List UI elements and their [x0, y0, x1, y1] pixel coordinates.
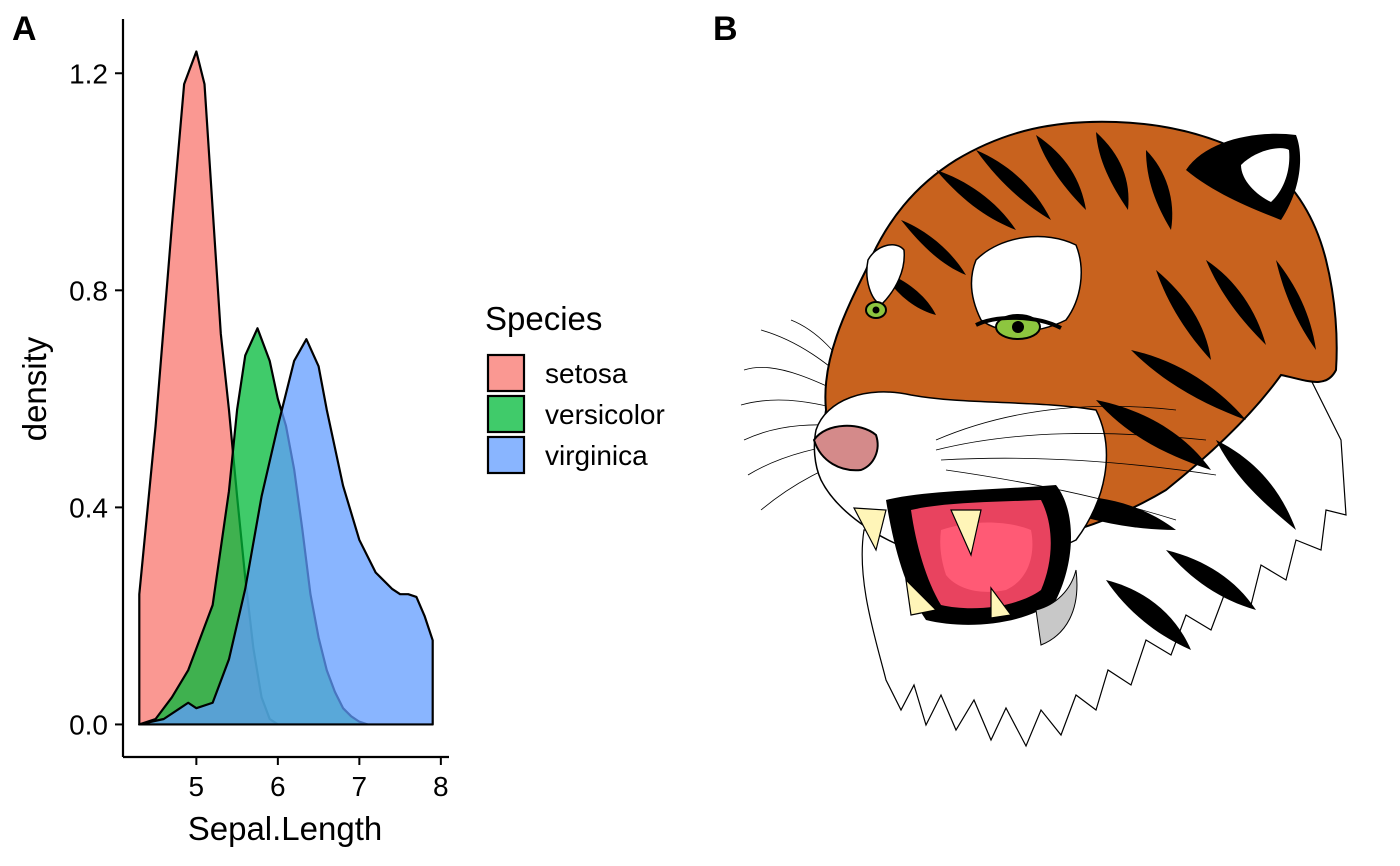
tiger-tongue: [940, 522, 1033, 592]
x-tick-label: 7: [352, 771, 368, 802]
y-tick-label: 1.2: [69, 58, 108, 89]
legend-title: Species: [485, 300, 602, 337]
x-tick-label: 5: [189, 771, 205, 802]
tiger-eye-right: [975, 314, 1062, 340]
y-ticks: 0.0 0.4 0.8 1.2: [69, 58, 123, 740]
tiger-ear-inner: [1241, 148, 1290, 202]
x-ticks: 5 6 7 8: [189, 757, 449, 802]
legend-swatch-virginica: [486, 435, 526, 475]
y-tick-label: 0.0: [69, 709, 108, 740]
x-tick-label: 8: [433, 771, 449, 802]
chart-axes: 5 6 7 8 0.0 0.4 0.8 1.2 Sepal.Length density: [16, 19, 449, 847]
legend-swatch-setosa: [486, 353, 526, 393]
density-area-virginica: [138, 338, 434, 726]
panel-label-b: B: [713, 10, 738, 48]
tiger-ruff: [861, 359, 1347, 748]
legend-items: setosa versicolor virginica: [486, 353, 665, 475]
legend-swatch-versicolor: [486, 394, 526, 434]
tiger-eye-patch-right: [970, 235, 1082, 332]
tiger-head-illustration: [740, 120, 1347, 748]
tiger-jaw-shadow: [1035, 569, 1078, 646]
legend: Species setosa versicolor virginica: [485, 300, 665, 475]
x-axis-title: Sepal.Length: [188, 810, 383, 847]
tiger-whiskers-right: [935, 405, 1217, 521]
y-axis-title: density: [16, 336, 53, 441]
x-tick-label: 6: [270, 771, 286, 802]
legend-label-versicolor: versicolor: [545, 399, 665, 430]
y-tick-label: 0.4: [69, 492, 108, 523]
panel-label-a: A: [12, 10, 37, 48]
density-areas: [138, 50, 434, 726]
tiger-eye-patch-left: [866, 244, 905, 306]
tiger-eye-left: [865, 301, 887, 319]
tiger-nose: [812, 424, 879, 472]
y-tick-label: 0.8: [69, 275, 108, 306]
legend-label-virginica: virginica: [545, 440, 648, 471]
legend-label-setosa: setosa: [545, 358, 628, 389]
tiger-fangs: [852, 507, 1013, 619]
density-chart: 5 6 7 8 0.0 0.4 0.8 1.2 Sepal.Length density S…: [16, 19, 665, 847]
